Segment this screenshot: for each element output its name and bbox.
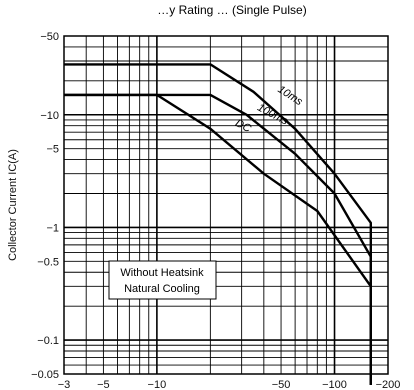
y-tick-label: −5 xyxy=(46,144,59,156)
x-tick-label: −3 xyxy=(58,379,71,390)
curve-label-100ms: 100ms xyxy=(255,102,290,128)
x-tick-label: −10 xyxy=(148,379,167,390)
x-tick-label: −100 xyxy=(322,379,347,390)
x-tick-label: −50 xyxy=(272,379,291,390)
note-box-border xyxy=(108,260,217,300)
axis-ticks: −3 −5 −10 −50 −100 −200 −50 −10 −5 −1 −0.5 −0.1 −0.0… xyxy=(31,31,400,390)
plot-frame xyxy=(63,35,389,375)
series-line-10ms xyxy=(64,63,372,385)
y-tick-label: −0.05 xyxy=(31,369,59,381)
y-tick-label: −0.1 xyxy=(37,335,59,347)
y-tick-label: −10 xyxy=(40,110,59,122)
note-box: Without Heatsink Natural Cooling xyxy=(108,260,217,300)
y-axis-title: Collector Current IC(A) xyxy=(7,149,19,261)
chart-title: …y Rating … (Single Pulse) xyxy=(157,3,306,17)
note-line-2: Natural Cooling xyxy=(124,283,200,295)
x-tick-label: −200 xyxy=(376,379,401,390)
y-tick-label: −1 xyxy=(46,222,59,234)
series-line-dc xyxy=(64,93,372,385)
y-tick-label: −50 xyxy=(40,31,59,43)
grid xyxy=(64,36,388,374)
x-tick-label: −5 xyxy=(97,379,110,390)
curve-label-10ms: 10ms xyxy=(275,83,305,108)
series-line-100ms xyxy=(64,93,372,385)
series xyxy=(64,63,372,385)
note-line-1: Without Heatsink xyxy=(120,267,204,279)
y-tick-label: −0.5 xyxy=(37,256,59,268)
